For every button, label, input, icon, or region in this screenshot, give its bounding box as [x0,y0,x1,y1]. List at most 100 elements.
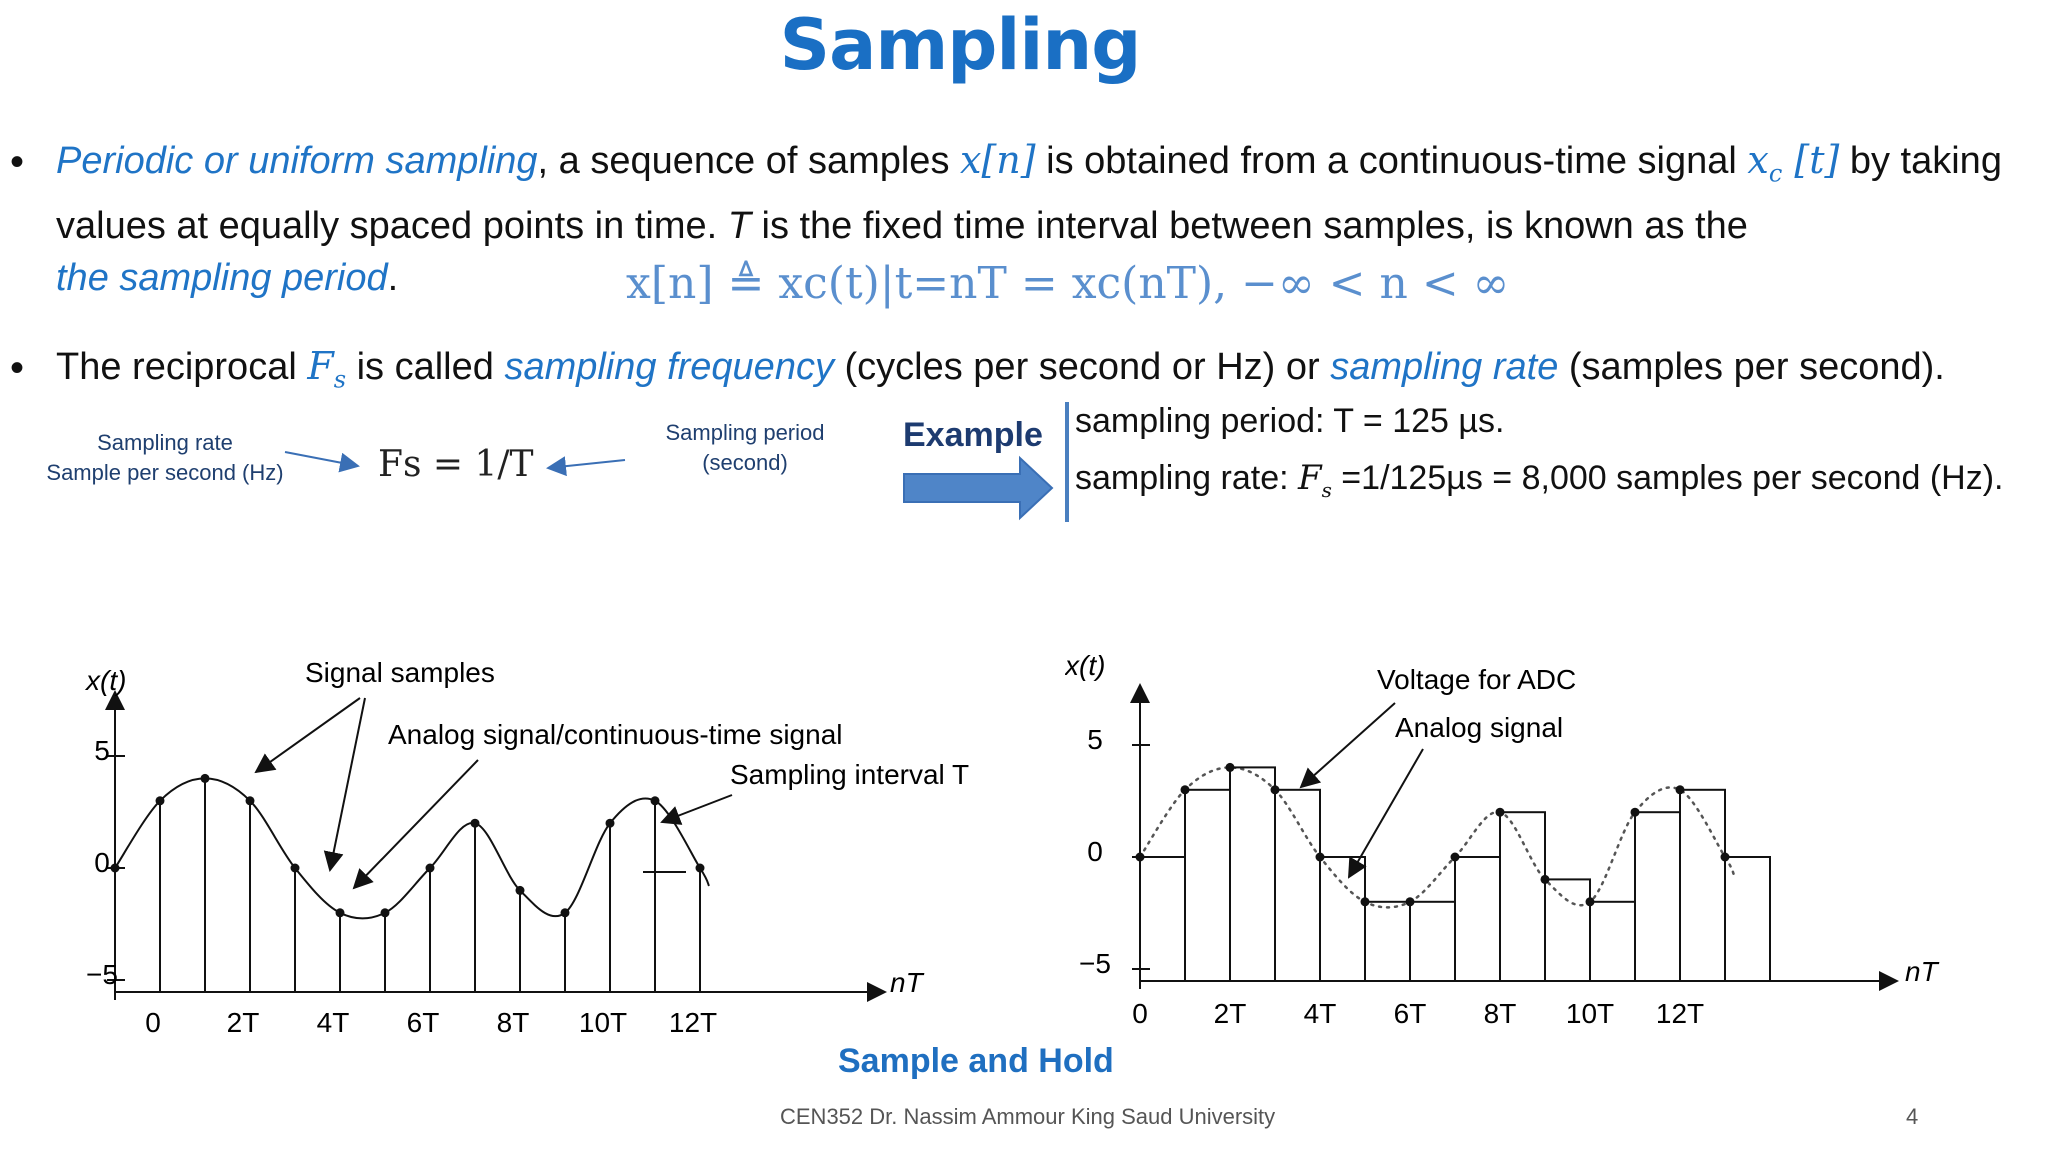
sample-point [470,818,480,828]
sample-point [1180,785,1190,795]
sample-point [335,908,345,918]
hold-bar [1184,788,1231,982]
sample-point [1720,852,1730,862]
annotation-sampling-interval: Sampling interval T [730,759,969,790]
bullet-dot: • [10,346,25,390]
hold-bar [1634,811,1681,982]
example-arrow [903,455,1054,521]
term-uniform-sampling: Periodic or uniform sampling [56,140,538,182]
right-ytick-5: 5 [1087,724,1103,755]
annotation-voltage-adc: Voltage for ADC [1377,664,1576,695]
term-sampling-period: the sampling period [56,256,388,299]
example-line-1: sampling period: T = 125 µs. [1075,402,1505,440]
right-xtick-4T: 4T [1304,998,1337,1029]
left-ytick-m5: −5 [86,959,118,990]
left-xlabel: nT [890,967,925,998]
sample-point [1225,762,1235,772]
left-ytick-5: 5 [94,735,110,766]
sample-point [425,863,435,873]
hold-bar [1409,900,1456,982]
left-sample-stems [110,773,705,992]
text: =1/125µs = 8,000 samples per second (Hz)… [1331,459,2004,497]
left-sampling-plot: x(t) nT 5 0 −5 0 2T 4T 6T 8T 10T 12T Sig… [84,657,969,1038]
text: (samples per second). [1558,346,1945,388]
arrow-rate [284,451,360,473]
sample-point [1450,852,1460,862]
right-ytick-m5: −5 [1079,948,1111,979]
sample-point [1675,785,1685,795]
hold-bar [1229,766,1276,983]
text: sampling rate: [1075,459,1298,497]
var-T: T [727,204,751,247]
hold-bar [1274,788,1321,982]
bullet-dot: • [10,140,25,184]
sample-point [1495,807,1505,817]
sub-s: s [1321,477,1332,502]
slide-title: Sampling [779,4,1142,86]
left-xtick-12T: 12T [669,1007,717,1038]
sample-point [290,863,300,873]
left-xtick-0: 0 [145,1007,161,1038]
right-sample-hold-plot: x(t) nT 5 0 −5 0 2T 4T 6T 8T 10T 12T Vol… [1065,650,1940,1029]
arrow-analog [1347,748,1424,879]
var-F: F [307,344,334,388]
page-number: 4 [1906,1104,1919,1129]
sample-point [650,796,660,806]
arrow-period [546,456,626,477]
left-xtick-2T: 2T [227,1007,260,1038]
sample-point [1270,785,1280,795]
hold-bar [1454,856,1501,982]
sample-point [245,796,255,806]
left-xtick-4T: 4T [317,1007,350,1038]
right-hold-bars [1135,762,1771,983]
figure-caption: Sample and Hold [838,1042,1114,1080]
label-line: (second) [702,450,788,475]
sample-point [155,796,165,806]
bullet-2-text: The reciprocal Fs is called sampling fre… [56,340,2016,406]
sample-point [515,885,525,895]
bullet-1-text: Periodic or uniform sampling, a sequence… [56,134,2016,304]
sample-point [605,818,615,828]
left-ytick-0: 0 [94,847,110,878]
right-ytick-0: 0 [1087,836,1103,867]
text: by taking values at equally spaced point… [56,140,2002,247]
arg-t: [t] [1782,138,1840,182]
fs-equation: Fs = 1/T [378,444,534,485]
text: is obtained from a continuous-time signa… [1035,140,1748,182]
arrow-analog [352,759,479,890]
text: is called [346,346,505,388]
left-ylabel: x(t) [84,665,126,696]
var-x: x [1747,138,1769,182]
sample-point [560,908,570,918]
var-xc: xc [t] [1747,138,1840,188]
sample-point [1540,874,1550,884]
right-xtick-2T: 2T [1214,998,1247,1029]
term-sampling-frequency: sampling frequency [504,346,834,388]
sample-point [110,863,120,873]
sample-point [380,908,390,918]
sample-point [200,773,210,783]
hold-bar [1724,856,1771,982]
annotation-analog-signal: Analog signal/continuous-time signal [388,719,843,750]
arrow-samples-b [323,697,366,872]
sampling-period-label: Sampling period (second) [630,418,860,478]
sample-point [1360,897,1370,907]
arrow-samples-a [254,697,361,774]
right-xtick-10T: 10T [1566,998,1614,1029]
var-fs: Fs [1298,458,1332,502]
hold-bar [1544,878,1591,982]
right-xtick-0: 0 [1132,998,1148,1029]
right-ylabel: x(t) [1065,650,1105,681]
right-xtick-12T: 12T [1656,998,1704,1029]
text: , a sequence of samples [537,140,961,182]
var-fs: Fs [307,344,346,394]
sampling-equation: x[n] ≜ xc(t)|t=nT = xc(nT), −∞ < n < ∞ [626,258,1510,309]
sample-point [1630,807,1640,817]
annotation-signal-samples: Signal samples [305,657,495,688]
sample-point [1135,852,1145,862]
hold-bar [1499,811,1546,982]
label-line: Sample per second (Hz) [46,460,284,485]
example-line-2: sampling rate: Fs =1/125µs = 8,000 sampl… [1075,458,2003,502]
arrow-voltage [1299,702,1396,789]
